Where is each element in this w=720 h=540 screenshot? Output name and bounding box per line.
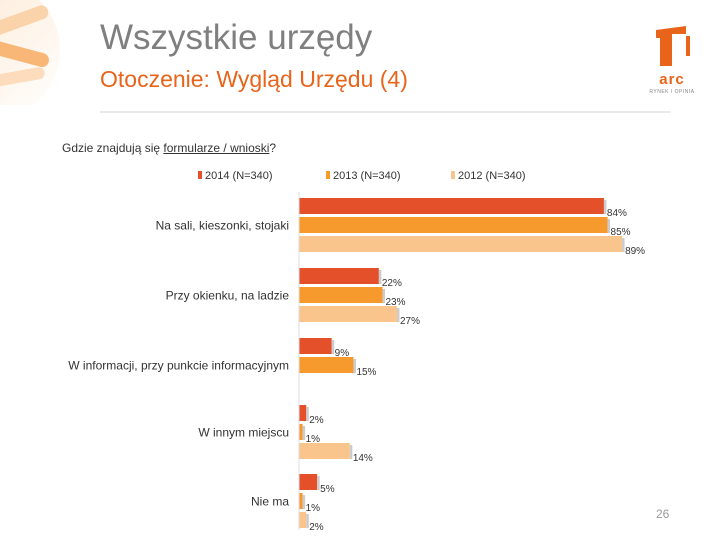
legend-label-2014: 2014 (N=340) (205, 170, 273, 182)
data-label: 22% (382, 278, 402, 289)
legend-swatch-2012 (451, 171, 455, 179)
page-number: 26 (656, 507, 670, 521)
bar-2013-nie-ma (299, 493, 303, 509)
bar-2013-w-innym-miejscu (299, 424, 303, 440)
survey-question: Gdzie znajdują się formularze / wnioski? (62, 141, 276, 155)
category-label-w-innym-miejscu: W innym miejscu (198, 426, 289, 440)
bar-2012-na-sali-kieszonki-stojaki (299, 236, 623, 252)
question-prefix: Gdzie znajdują się (62, 141, 164, 155)
bar-shadow (306, 407, 309, 421)
bar-shadow (353, 359, 356, 373)
category-label-w-informacji-przy-punkcie-informacyjnym: W informacji, przy punkcie informacyjnym (68, 359, 289, 373)
bar-2014-w-informacji-przy-punkcie-informacyjnym (299, 338, 332, 354)
bar-shadow (382, 289, 385, 303)
bar-2013-przy-okienku-na-ladzie (299, 287, 383, 303)
bar-shadow (302, 426, 306, 440)
bar-shadow (349, 445, 353, 459)
bar-2014-przy-okienku-na-ladzie (299, 268, 379, 284)
legend-item-2014: 2014 (N=340) (198, 170, 273, 182)
bar-shadow (331, 340, 335, 354)
logo-text: arc (659, 71, 685, 88)
data-label: 1% (306, 434, 321, 445)
data-label: 5% (320, 484, 335, 495)
data-label: 2% (309, 522, 324, 533)
header-divider (100, 111, 670, 113)
category-label-przy-okienku-na-ladzie: Przy okienku, na ladzie (166, 289, 290, 303)
data-label: 85% (611, 227, 631, 238)
data-label: 23% (385, 297, 405, 308)
question-underlined: formularze / wnioski (163, 141, 270, 155)
category-label-nie-ma: Nie ma (251, 495, 289, 509)
legend-label-2013: 2013 (N=340) (333, 170, 401, 182)
bar-2012-w-innym-miejscu (299, 443, 350, 459)
bar-shadow (603, 200, 607, 214)
arc-logo-icon (656, 26, 690, 66)
category-label-na-sali-kieszonki-stojaki: Na sali, kieszonki, stojaki (156, 219, 289, 233)
bar-2014-w-innym-miejscu (299, 405, 307, 421)
data-label: 27% (400, 316, 420, 327)
data-label: 84% (607, 208, 627, 219)
bar-2014-nie-ma (299, 474, 318, 490)
page-subtitle: Otoczenie: Wygląd Urzędu (4) (100, 66, 408, 92)
bar-shadow (378, 270, 382, 284)
bar-shadow (302, 495, 306, 509)
data-label: 14% (353, 453, 373, 464)
bar-shadow (306, 514, 309, 528)
bar-2013-w-informacji-przy-punkcie-informacyjnym (299, 357, 354, 373)
bar-shadow (622, 238, 625, 252)
legend-item-2012: 2012 (N=340) (451, 170, 526, 182)
bar-shadow (607, 219, 611, 233)
data-label: 1% (306, 503, 321, 514)
data-label: 89% (625, 246, 645, 257)
bar-2014-na-sali-kieszonki-stojaki (299, 198, 604, 214)
question-suffix: ? (269, 141, 277, 155)
bar-shadow (397, 308, 400, 322)
data-label: 2% (309, 415, 324, 426)
bar-2012-nie-ma (299, 512, 307, 528)
legend-swatch-2013 (326, 171, 330, 179)
bar-2012-przy-okienku-na-ladzie (299, 306, 398, 322)
legend-swatch-2014 (198, 171, 202, 179)
header-decoration (0, 0, 95, 105)
legend-item-2013: 2013 (N=340) (326, 170, 401, 182)
legend-label-2012: 2012 (N=340) (458, 170, 526, 182)
page-title: Wszystkie urzędy (100, 18, 373, 57)
bar-2013-na-sali-kieszonki-stojaki (299, 217, 608, 233)
bar-shadow (317, 476, 320, 490)
logo-subtext: RYNEK I OPINIA (649, 89, 695, 95)
data-label: 9% (335, 348, 350, 359)
data-label: 15% (356, 367, 376, 378)
